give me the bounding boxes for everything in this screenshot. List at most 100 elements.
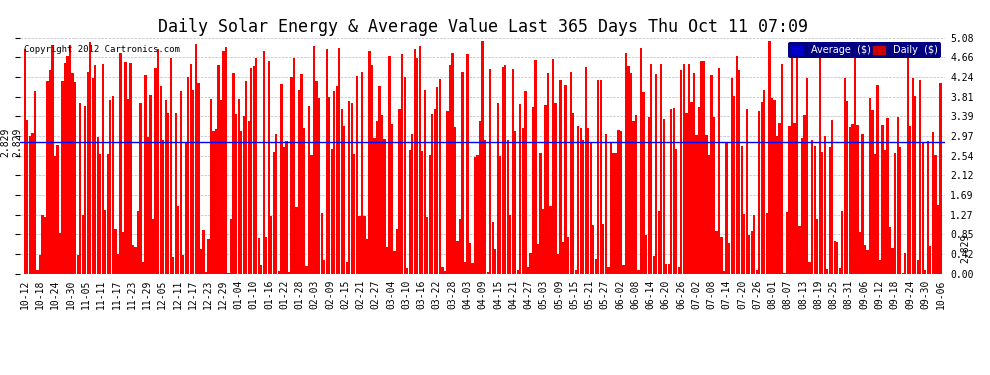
Bar — [272, 152, 275, 274]
Bar — [731, 78, 733, 274]
Bar — [426, 217, 429, 274]
Bar — [927, 141, 929, 274]
Bar — [912, 78, 914, 274]
Bar — [225, 47, 227, 274]
Bar — [700, 62, 703, 274]
Bar — [798, 226, 801, 274]
Bar — [633, 121, 635, 274]
Bar — [240, 131, 243, 274]
Bar — [739, 70, 741, 274]
Bar — [381, 115, 383, 274]
Bar — [650, 64, 652, 274]
Bar — [879, 260, 881, 274]
Bar — [592, 225, 594, 274]
Bar — [195, 44, 197, 274]
Bar — [401, 54, 403, 274]
Text: Copyright 2012 Cartronics.com: Copyright 2012 Cartronics.com — [25, 45, 180, 54]
Bar — [851, 124, 853, 274]
Bar — [248, 121, 249, 274]
Bar — [655, 74, 657, 274]
Bar — [37, 270, 39, 274]
Bar — [119, 53, 122, 274]
Bar — [932, 132, 934, 274]
Bar — [149, 95, 151, 274]
Bar — [393, 251, 396, 274]
Bar — [117, 254, 119, 274]
Bar — [267, 61, 270, 274]
Bar — [484, 140, 486, 274]
Bar — [866, 250, 868, 274]
Bar — [582, 140, 584, 274]
Bar — [154, 68, 156, 274]
Bar — [826, 270, 829, 274]
Bar — [848, 127, 851, 274]
Bar — [235, 114, 238, 274]
Bar — [897, 117, 899, 274]
Bar — [688, 64, 690, 274]
Bar — [527, 267, 529, 274]
Bar — [839, 268, 841, 274]
Bar — [846, 101, 848, 274]
Bar — [693, 73, 695, 274]
Bar — [625, 53, 627, 274]
Bar — [914, 96, 917, 274]
Bar — [753, 215, 755, 274]
Text: 2.829: 2.829 — [960, 233, 970, 262]
Bar — [391, 123, 393, 274]
Bar — [623, 265, 625, 274]
Bar — [763, 90, 765, 274]
Bar — [869, 98, 871, 274]
Bar — [127, 99, 129, 274]
Bar — [169, 58, 172, 274]
Bar — [670, 109, 672, 274]
Bar — [109, 100, 112, 274]
Bar — [728, 243, 731, 274]
Bar — [816, 219, 819, 274]
Bar — [326, 50, 328, 274]
Bar — [662, 119, 665, 274]
Bar — [99, 154, 101, 274]
Bar — [615, 153, 617, 274]
Bar — [437, 87, 439, 274]
Bar — [399, 110, 401, 274]
Bar — [904, 253, 906, 274]
Bar — [557, 254, 559, 274]
Bar — [708, 155, 710, 274]
Bar — [89, 42, 91, 274]
Bar — [748, 235, 750, 274]
Bar — [605, 134, 607, 274]
Bar — [458, 219, 461, 274]
Bar — [856, 125, 858, 274]
Bar — [39, 255, 41, 274]
Bar — [69, 45, 71, 274]
Bar — [675, 148, 677, 274]
Bar — [308, 106, 310, 274]
Bar — [474, 157, 476, 274]
Bar — [861, 134, 863, 274]
Bar — [190, 64, 192, 274]
Bar — [554, 103, 556, 274]
Bar — [796, 54, 798, 274]
Bar — [66, 56, 68, 274]
Bar — [705, 135, 708, 274]
Bar — [618, 130, 620, 274]
Bar — [597, 80, 600, 274]
Bar — [791, 51, 793, 274]
Bar — [645, 235, 647, 274]
Bar — [690, 102, 693, 274]
Bar — [937, 205, 940, 274]
Bar — [600, 81, 602, 274]
Bar — [434, 109, 436, 274]
Bar — [781, 64, 783, 274]
Bar — [122, 232, 124, 274]
Bar — [218, 65, 220, 274]
Bar — [481, 41, 484, 274]
Bar — [416, 58, 419, 274]
Bar — [61, 81, 63, 274]
Bar — [360, 72, 363, 274]
Bar — [801, 138, 803, 274]
Bar — [718, 68, 720, 274]
Bar — [889, 227, 891, 274]
Bar — [771, 98, 773, 274]
Bar — [162, 140, 164, 274]
